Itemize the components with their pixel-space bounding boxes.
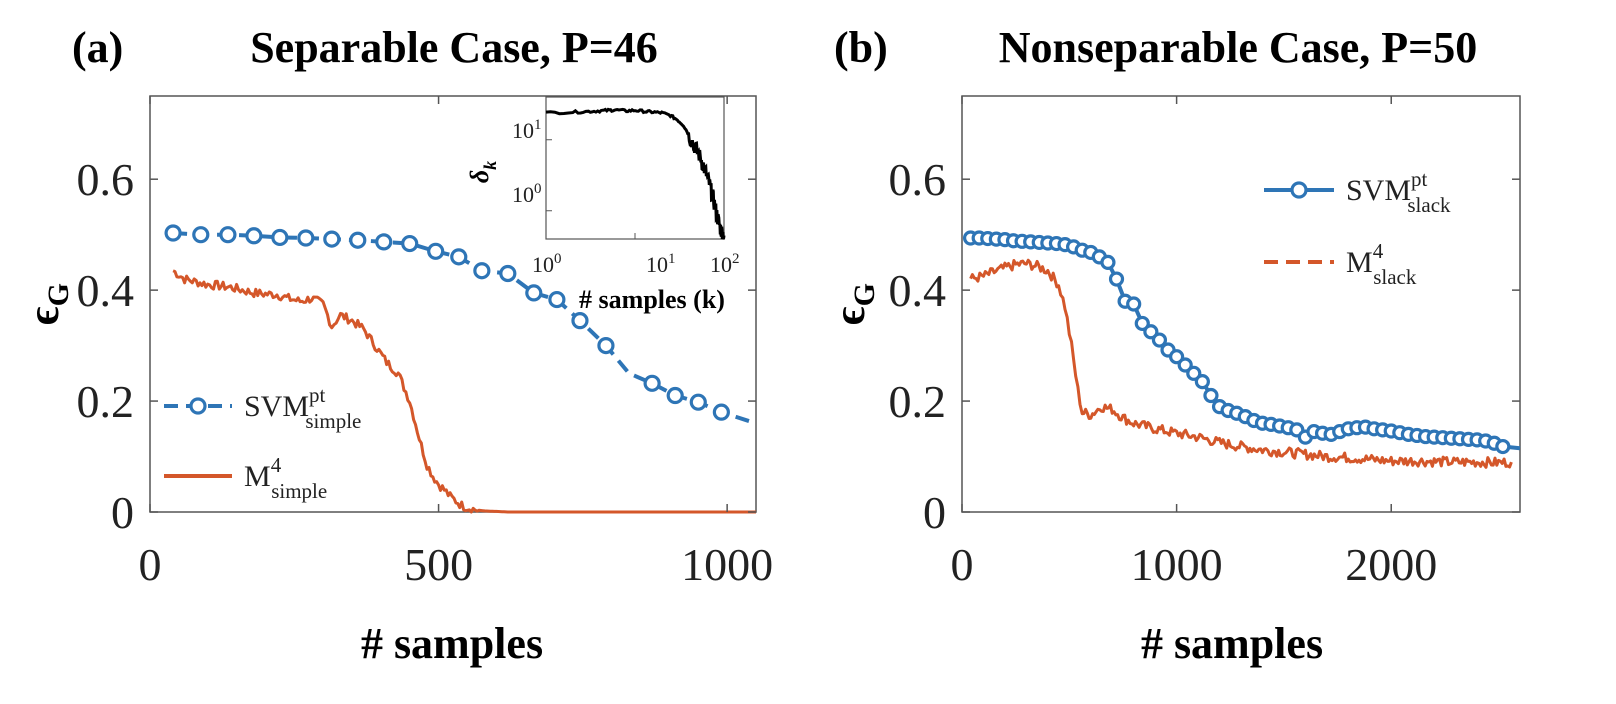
- b-xtick-label: 1000: [1131, 539, 1223, 590]
- a-xtick-label: 500: [404, 539, 473, 590]
- b-ytick-label: 0.2: [889, 376, 947, 427]
- svm-marker-b: [1194, 374, 1210, 390]
- inset-ytick-10-1: 101: [512, 117, 542, 143]
- panel-a-legend: SVMpt simple M4 simple: [164, 383, 361, 503]
- svm-marker-a: [450, 248, 468, 266]
- a-ytick-label: 0: [111, 487, 134, 538]
- legend-svm-simple-marker: [189, 397, 207, 415]
- svm-marker-a: [164, 224, 182, 242]
- m4-series-line-a: [172, 269, 756, 514]
- panel-a-y-label: ϵG: [19, 283, 75, 325]
- panel-a-title: Separable Case, P=46: [250, 23, 658, 72]
- svm-marker-b: [1186, 365, 1202, 381]
- svm-marker-a: [427, 242, 445, 260]
- a-xtick-label: 1000: [681, 539, 773, 590]
- panel-b-x-label: # samples: [1141, 619, 1323, 668]
- panel-a-y-label-sub: G: [42, 283, 75, 306]
- svm-marker-b: [1203, 387, 1219, 404]
- svm-marker-b: [1108, 271, 1125, 287]
- inset-xtick-10-2: 102: [710, 251, 740, 277]
- a-ytick-label: 0.2: [77, 376, 135, 427]
- svm-marker-a: [349, 231, 367, 249]
- svm-marker-a: [245, 227, 263, 245]
- legend-svm-simple-label: SVMpt simple: [244, 383, 361, 433]
- a-ytick-label: 0.4: [77, 265, 135, 316]
- panel-b-axes-frame: [961, 95, 1521, 513]
- svm-marker-b: [1134, 315, 1150, 332]
- svm-marker-b: [1169, 349, 1185, 365]
- svm-marker-b: [1126, 296, 1142, 312]
- b-ytick-label: 0.4: [889, 265, 947, 316]
- svm-marker-a: [666, 386, 684, 405]
- b-ytick-label: 0: [923, 487, 946, 538]
- panel-b-plot-area: [962, 230, 1521, 469]
- svm-marker-b: [1177, 357, 1193, 373]
- a-xtick-label: 0: [139, 539, 162, 590]
- panel-b-title: Nonseparable Case, P=50: [999, 23, 1478, 72]
- panel-a-x-label: # samples: [361, 619, 543, 668]
- panel-b: (b) Nonseparable Case, P=50 0 1000 2000 0 0.…: [825, 23, 1521, 668]
- svm-marker-a: [192, 226, 210, 244]
- svm-marker-a: [499, 264, 517, 283]
- inset-axes-frame: [545, 96, 725, 240]
- svm-marker-a: [375, 233, 393, 251]
- svm-marker-a: [571, 312, 589, 330]
- svm-marker-a: [271, 228, 289, 247]
- legend-svm-slack-label: SVMpt slack: [1346, 167, 1451, 217]
- b-xtick-label: 0: [951, 539, 974, 590]
- svm-marker-a: [548, 290, 566, 309]
- svm-marker-a: [712, 403, 730, 421]
- inset-xtick-10-0: 100: [532, 251, 562, 277]
- panel-a-ticks: 0 500 1000 0 0.2 0.4 0.6: [77, 96, 773, 590]
- panel-a-label: (a): [72, 23, 123, 72]
- a-ytick-label: 0.6: [77, 154, 135, 205]
- inset-plot-area: [545, 107, 726, 240]
- panel-b-ticks: 0 1000 2000 0 0.2 0.4 0.6: [889, 96, 1520, 590]
- panel-a-axes-frame: [149, 95, 757, 513]
- panel-b-label: (b): [834, 23, 888, 72]
- svm-marker-a: [597, 337, 615, 355]
- panel-a-plot-area: [164, 224, 757, 514]
- inset-delta-line: [545, 107, 726, 240]
- inset-xtick-10-1: 101: [646, 251, 676, 277]
- panel-a: (a) Separable Case, P=46 0 500 1000 0 0.2 0.4…: [19, 23, 773, 668]
- panel-b-y-label-sub: G: [848, 283, 881, 306]
- svm-marker-a: [689, 393, 707, 411]
- svm-marker-a: [297, 229, 315, 247]
- panel-b-y-label-main: ϵ: [825, 306, 874, 325]
- inset-x-label: # samples (k): [579, 285, 725, 314]
- svm-marker-a: [643, 374, 661, 392]
- b-ytick-label: 0.6: [889, 154, 947, 205]
- svm-marker-a: [401, 234, 419, 253]
- inset-y-label: δk: [465, 161, 500, 183]
- svm-marker-a: [323, 230, 341, 248]
- svm-marker-a: [473, 262, 491, 280]
- legend-m4-slack-label: M4 slack: [1346, 239, 1417, 289]
- svm-marker-a: [525, 284, 543, 302]
- svm-marker-b: [1143, 324, 1159, 340]
- legend-m4-simple-label: M4 simple: [244, 453, 327, 503]
- panel-b-y-label: ϵG: [825, 283, 881, 325]
- b-xtick-label: 2000: [1345, 539, 1437, 590]
- inset-ytick-10-0: 100: [512, 181, 542, 207]
- inset-chart: 101 100 100 101 102 # samples (k) δk: [465, 96, 740, 314]
- legend-svm-slack-marker: [1290, 181, 1308, 199]
- panel-b-legend: SVMpt slack M4 slack: [1264, 167, 1451, 289]
- svm-marker-b: [1495, 438, 1511, 455]
- m4-series-line-b: [969, 258, 1513, 469]
- svm-marker-b: [1100, 254, 1116, 270]
- svm-marker-a: [219, 226, 237, 244]
- svm-marker-b: [1151, 332, 1168, 348]
- panel-a-y-label-main: ϵ: [19, 306, 68, 325]
